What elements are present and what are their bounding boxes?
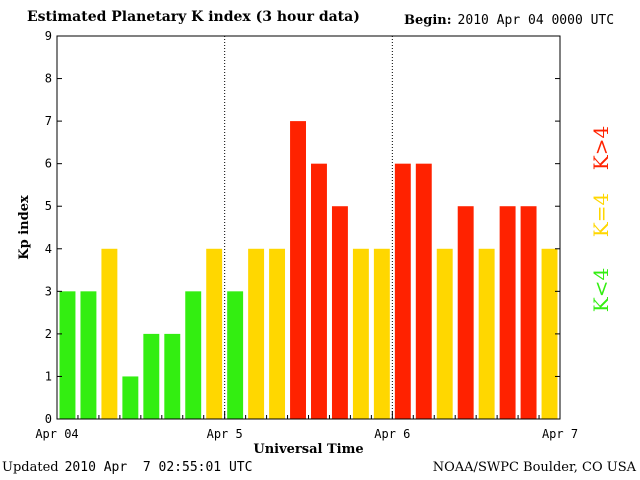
bar-16 [394,163,411,419]
bar-9 [248,248,265,419]
chart-title: Estimated Planetary K index (3 hour data… [27,9,360,25]
bar-19 [457,206,474,419]
legend-mid: K=4 [589,193,613,237]
y-tick-label-9: 9 [45,29,52,43]
bar-10 [269,248,286,419]
bar-7 [206,248,223,419]
updated-value: 2010 Apr 7 02:55:01 UTC [64,460,253,475]
credit: NOAA/SWPC Boulder, CO USA [432,460,636,475]
ticks-group [56,35,561,420]
bar-3 [122,376,139,419]
bar-22 [520,206,537,419]
bar-1 [80,291,97,419]
x-tick-labels: Apr 04 Apr 5 Apr 6 Apr 7 [35,427,578,441]
bar-15 [373,248,390,419]
bar-11 [290,121,306,420]
bar-14 [352,248,369,419]
bar-4 [143,333,160,419]
bar-8 [227,291,244,419]
bar-21 [499,206,516,419]
y-tick-label-7: 7 [45,114,52,128]
y-tick-label-8: 8 [45,72,52,86]
y-tick-label-5: 5 [45,199,52,213]
legend-low: K<4 [589,268,613,312]
x-tick-label-apr-7: Apr 7 [542,427,578,441]
y-tick-label-2: 2 [45,327,52,341]
begin-label: Begin: [404,13,452,28]
bar-18 [436,248,453,419]
y-tick-label-1: 1 [45,369,52,383]
y-tick-labels: 0 1 2 3 4 5 6 7 8 9 [45,29,52,426]
updated-label: Updated [2,460,59,475]
y-tick-label-0: 0 [45,412,52,426]
bar-2 [101,248,118,419]
bar-5 [164,333,181,419]
updated-line: Updated 2010 Apr 7 02:55:01 UTC [2,460,252,475]
y-tick-label-4: 4 [45,242,52,256]
bar-12 [311,163,327,419]
x-axis-title: Universal Time [253,442,363,457]
y-tick-label-6: 6 [45,157,52,171]
x-tick-label-apr-04: Apr 04 [35,427,78,441]
bar-0 [59,291,76,419]
y-tick-label-3: 3 [45,284,52,298]
legend-high: K>4 [589,126,613,170]
bars-group [59,121,558,420]
y-axis-title: Kp index [17,195,32,260]
bar-13 [331,206,348,419]
bar-17 [415,163,432,419]
x-tick-label-apr-5: Apr 5 [207,427,243,441]
x-tick-label-apr-6: Apr 6 [374,427,410,441]
begin-value: 2010 Apr 04 0000 UTC [457,13,615,28]
bar-20 [478,248,495,419]
day-separators-group [224,36,393,419]
bar-23 [541,248,558,419]
begin-time: Begin: 2010 Apr 04 0000 UTC [404,13,614,28]
bar-6 [185,291,202,419]
